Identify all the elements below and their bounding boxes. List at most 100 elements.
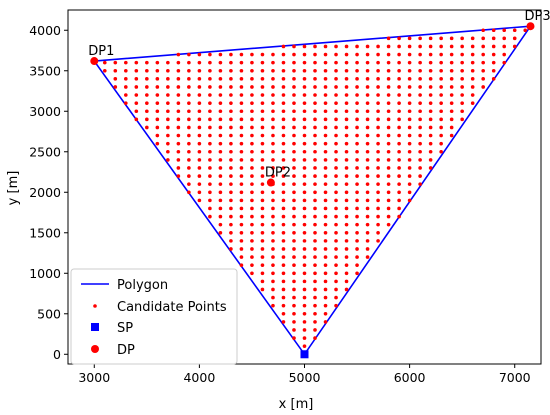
candidate-point <box>218 93 223 97</box>
candidate-point <box>376 125 380 130</box>
candidate-point <box>323 68 328 73</box>
candidate-point <box>376 60 380 65</box>
candidate-point <box>355 60 359 65</box>
candidate-point <box>302 141 307 146</box>
candidate-point <box>176 141 181 146</box>
candidate-point <box>407 166 412 170</box>
candidate-point <box>302 93 307 97</box>
candidate-point <box>344 166 349 170</box>
x-axis-label: x [m] <box>279 397 314 412</box>
candidate-point <box>313 263 317 267</box>
candidate-point <box>323 77 328 81</box>
candidate-point <box>386 52 391 57</box>
candidate-point <box>302 247 307 251</box>
candidate-point <box>208 149 212 154</box>
candidate-point <box>229 101 233 105</box>
candidate-point <box>334 158 338 162</box>
candidate-point <box>313 125 317 130</box>
candidate-point <box>313 320 317 324</box>
candidate-point <box>271 222 275 227</box>
candidate-point <box>481 52 485 57</box>
candidate-point <box>250 182 254 186</box>
candidate-point <box>218 198 223 203</box>
candidate-point <box>334 125 338 130</box>
candidate-point <box>302 230 307 235</box>
candidate-point <box>197 166 202 170</box>
candidate-point <box>334 303 338 308</box>
dp-marker <box>90 57 99 66</box>
candidate-point <box>428 109 433 114</box>
candidate-point <box>124 60 128 65</box>
candidate-point <box>313 311 317 316</box>
candidate-point <box>323 198 328 203</box>
candidate-point <box>260 52 265 57</box>
candidate-point <box>344 149 349 154</box>
candidate-point <box>386 190 391 195</box>
candidate-point <box>428 141 433 146</box>
candidate-point <box>208 141 212 146</box>
candidate-point <box>502 52 507 57</box>
candidate-point <box>197 93 202 97</box>
candidate-point <box>281 133 286 138</box>
candidate-point <box>355 198 359 203</box>
candidate-point <box>250 141 254 146</box>
candidate-point <box>239 117 244 122</box>
candidate-point <box>523 28 528 33</box>
candidate-point <box>376 117 380 122</box>
candidate-point <box>323 133 328 138</box>
legend-dp-label: DP <box>117 343 135 358</box>
candidate-point <box>365 109 370 114</box>
candidate-point <box>124 85 128 89</box>
candidate-point <box>334 271 338 276</box>
candidate-point <box>460 52 464 57</box>
candidate-point <box>292 117 296 122</box>
candidate-point <box>250 239 254 243</box>
candidate-point <box>239 133 244 138</box>
candidate-point <box>302 158 307 162</box>
candidate-point <box>302 174 307 178</box>
candidate-point <box>292 44 296 49</box>
dp-label: DP1 <box>88 44 114 59</box>
candidate-point <box>229 93 233 97</box>
candidate-point <box>218 125 223 130</box>
candidate-point <box>344 93 349 97</box>
candidate-point <box>197 101 202 105</box>
candidate-point <box>397 198 401 203</box>
candidate-point <box>365 85 370 89</box>
sp-marker <box>300 350 309 359</box>
candidate-point <box>376 158 380 162</box>
candidate-point <box>176 149 181 154</box>
candidate-point <box>260 85 265 89</box>
candidate-point <box>344 109 349 114</box>
candidate-point <box>281 93 286 97</box>
candidate-point <box>439 101 443 105</box>
candidate-point <box>428 77 433 81</box>
candidate-point <box>376 68 380 73</box>
candidate-point <box>292 263 296 267</box>
candidate-point <box>481 68 485 73</box>
candidate-point <box>281 255 286 259</box>
candidate-point <box>407 158 412 162</box>
candidate-point <box>302 52 307 57</box>
candidate-point <box>491 60 496 65</box>
candidate-point <box>334 214 338 219</box>
candidate-point <box>470 85 475 89</box>
candidate-point <box>376 230 380 235</box>
candidate-point <box>292 149 296 154</box>
candidate-point <box>208 109 212 114</box>
candidate-point <box>355 206 359 211</box>
candidate-point <box>281 158 286 162</box>
candidate-point <box>365 52 370 57</box>
candidate-point <box>407 101 412 105</box>
candidate-point <box>323 190 328 195</box>
candidate-point <box>344 101 349 105</box>
candidate-point <box>334 93 338 97</box>
candidate-point <box>344 239 349 243</box>
legend-candidate-swatch <box>93 304 97 308</box>
candidate-point <box>439 133 443 138</box>
candidate-point <box>386 198 391 203</box>
candidate-point <box>197 77 202 81</box>
candidate-point <box>313 271 317 276</box>
candidate-point <box>250 158 254 162</box>
